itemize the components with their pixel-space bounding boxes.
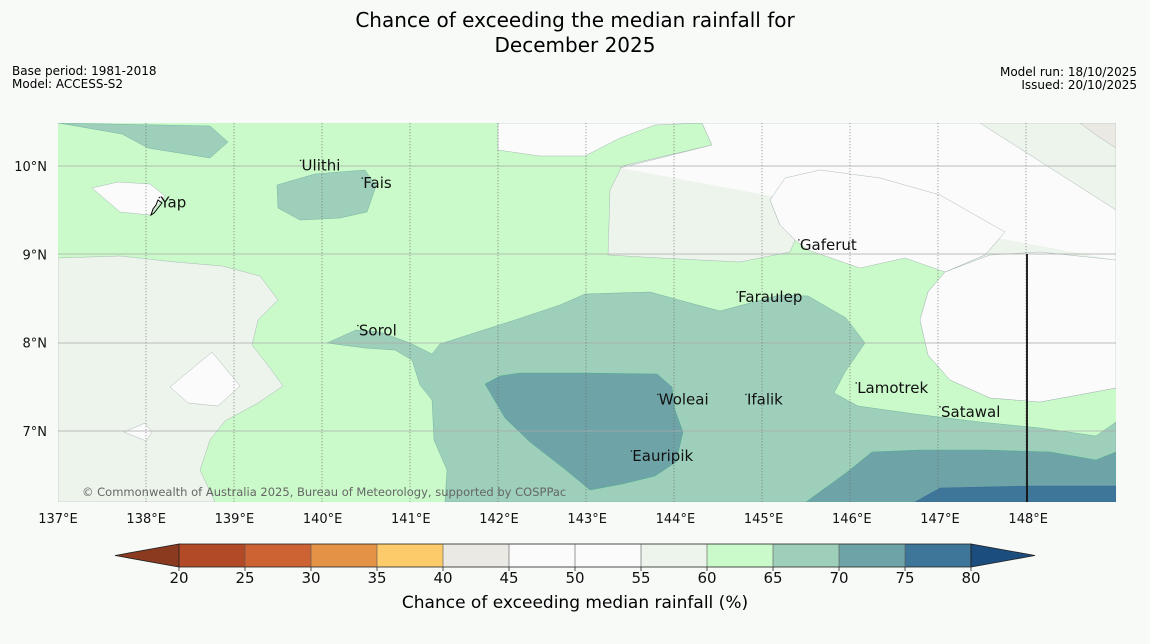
lon-tick-label: 139°E [215, 512, 255, 527]
colorbar-tick-label: 40 [433, 569, 452, 587]
place-label-eauripik: Eauripik [632, 447, 693, 465]
colorbar-segment [179, 544, 245, 567]
place-label-gaferut: Gaferut [800, 236, 857, 254]
area-50-55-ne [619, 123, 1116, 403]
area-50-55-sw [169, 351, 241, 407]
lon-tick-label: 138°E [126, 512, 166, 527]
area-65-70-nw [58, 123, 229, 159]
place-marker-faraulep [736, 291, 738, 293]
colorbar-tick-label: 20 [169, 569, 188, 587]
model-text: Model: ACCESS-S2 [12, 77, 124, 91]
place-marker-fais [361, 177, 364, 179]
place-marker-woleai [656, 393, 659, 396]
place-marker-sorol [357, 324, 359, 327]
place-marker-ulithi [299, 159, 302, 162]
lon-tick-label: 148°E [1008, 512, 1048, 527]
place-label-faraulep: Faraulep [738, 288, 802, 306]
colorbar-segment [443, 544, 509, 567]
place-label-yap: Yap [159, 194, 186, 212]
colorbar-tick-label: 60 [697, 569, 716, 587]
title-line-2: December 2025 [494, 33, 656, 57]
colorbar-segment [575, 544, 641, 567]
colorbar: 20 25 30 35 40 45 50 55 60 65 70 75 80 [114, 543, 1036, 587]
place-marker-gaferut [798, 239, 800, 241]
lon-tick-label: 137°E [38, 512, 78, 527]
colorbar-tick-label: 55 [631, 569, 650, 587]
colorbar-extend-low [114, 543, 180, 568]
colorbar-segment [377, 544, 443, 567]
lat-tick-label: 10°N [14, 160, 47, 175]
colorbar-tick-label: 70 [829, 569, 848, 587]
area-45-50-corner [1079, 123, 1116, 149]
probability-fill-layer [58, 123, 1116, 502]
axis-labels: 10°N 9°N 8°N 7°N 137°E 138°E 139°E 140°E 141°E 14… [14, 160, 1048, 527]
place-label-satawal: Satawal [941, 403, 1000, 421]
lat-tick-label: 8°N [23, 337, 48, 352]
colorbar-segment [905, 544, 971, 567]
metadata-right: Model run: 18/10/2025 Issued: 20/10/2025 [1000, 66, 1137, 92]
colorbar-segment [839, 544, 905, 567]
colorbar-tick-label: 65 [763, 569, 782, 587]
place-marker-lamotrek [855, 382, 858, 384]
place-label-sorol: Sorol [359, 322, 397, 340]
colorbar-segment [641, 544, 707, 567]
lat-tick-label: 7°N [23, 425, 48, 440]
area-50-55-north-strip [497, 123, 703, 157]
lon-tick-label: 141°E [391, 512, 431, 527]
place-label-woleai: Woleai [659, 390, 709, 408]
graticule [58, 123, 1116, 502]
place-label-fais: Fais [363, 174, 392, 192]
area-65-70-central [326, 291, 1116, 502]
area-50-55-yap [91, 181, 166, 216]
colorbar-tick-label: 80 [961, 569, 980, 587]
area-75-80-se [914, 485, 1116, 502]
place-marker-yap [158, 196, 161, 199]
lon-tick-label: 142°E [479, 512, 519, 527]
colorbar-segment [509, 544, 575, 567]
title-line-1: Chance of exceeding the median rainfall … [355, 8, 795, 32]
yap-island-icon [150, 199, 163, 217]
copyright-text: © Commonwealth of Australia 2025, Bureau… [82, 485, 566, 499]
place-marker-eauripik [630, 450, 633, 452]
colorbar-extend-high [970, 543, 1036, 568]
colorbar-tick-label: 50 [565, 569, 584, 587]
colorbar-tick-label: 30 [301, 569, 320, 587]
area-65-70-ulithi [276, 169, 377, 221]
place-label-lamotrek: Lamotrek [857, 379, 928, 397]
lon-tick-label: 143°E [567, 512, 607, 527]
lon-tick-label: 145°E [744, 512, 784, 527]
lon-tick-label: 147°E [920, 512, 960, 527]
colorbar-segment [707, 544, 773, 567]
place-marker-satawal [939, 405, 941, 408]
metadata-left: Base period: 1981-2018 Model: ACCESS-S2 [12, 65, 157, 91]
area-50-55-sw-small [123, 422, 153, 442]
colorbar-tick-label: 45 [499, 569, 518, 587]
colorbar-segment [311, 544, 377, 567]
place-label-ulithi: Ulithi [302, 156, 341, 174]
chart-title: Chance of exceeding the median rainfall … [0, 8, 1150, 58]
lon-tick-label: 144°E [656, 512, 696, 527]
lon-tick-label: 140°E [303, 512, 343, 527]
area-55-60-west [58, 255, 284, 502]
place-label-ifalik: Ifalik [747, 390, 783, 408]
colorbar-label: Chance of exceeding median rainfall (%) [401, 593, 749, 613]
colorbar-tick-label: 35 [367, 569, 386, 587]
colorbar-tick-label: 75 [895, 569, 914, 587]
base-period-text: Base period: 1981-2018 [12, 64, 157, 78]
lat-tick-label: 9°N [23, 248, 48, 263]
area-70-75-woleai [484, 372, 684, 491]
colorbar-segment [773, 544, 839, 567]
issued-text: Issued: 20/10/2025 [1021, 78, 1137, 92]
place-marker-ifalik [745, 393, 747, 396]
place-labels: Ulithi Fais Yap Gaferut Faraulep Sorol Lamotre… [158, 156, 1000, 465]
model-run-text: Model run: 18/10/2025 [999, 65, 1137, 79]
colorbar-segment [245, 544, 311, 567]
colorbar-tick-label: 25 [235, 569, 254, 587]
lon-tick-label: 146°E [832, 512, 872, 527]
